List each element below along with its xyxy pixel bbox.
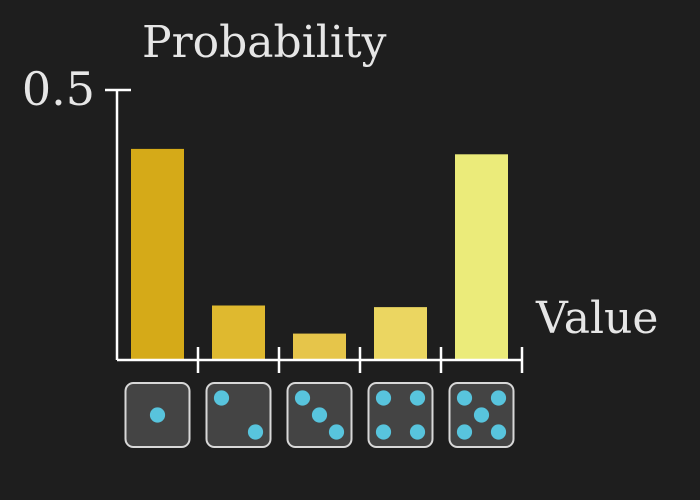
die-pip <box>409 424 426 440</box>
y-axis-label: Probability <box>142 17 387 68</box>
bar-value-1 <box>131 148 184 361</box>
ticks-layer: 0.5 <box>22 62 524 373</box>
die-pip <box>247 424 264 440</box>
die-pip <box>375 424 392 440</box>
die-face-2-icon <box>205 382 272 448</box>
die-pip <box>149 407 166 423</box>
die-pip <box>473 407 490 423</box>
die-pip <box>213 390 230 406</box>
die-face-1-icon <box>124 382 191 448</box>
die-face-body <box>367 382 434 448</box>
bar-value-4 <box>374 307 427 361</box>
die-pip <box>328 424 345 440</box>
x-axis-label: Value <box>535 293 658 344</box>
die-pip <box>456 424 473 440</box>
bar-value-2 <box>212 305 265 361</box>
bar-value-5 <box>455 154 508 361</box>
die-pip <box>490 424 507 440</box>
bars-layer <box>131 148 508 361</box>
dice-layer <box>124 382 515 448</box>
die-face-3-icon <box>286 382 353 448</box>
die-pip <box>294 390 311 406</box>
die-face-4-icon <box>367 382 434 448</box>
die-pip <box>375 390 392 406</box>
bar-value-3 <box>293 333 346 361</box>
die-pip <box>490 390 507 406</box>
die-pip <box>456 390 473 406</box>
axes-layer <box>115 90 522 362</box>
die-pip <box>311 407 328 423</box>
die-pip <box>409 390 426 406</box>
y-tick-label: 0.5 <box>22 62 95 116</box>
die-face-body <box>205 382 272 448</box>
die-face-5-icon <box>448 382 515 448</box>
